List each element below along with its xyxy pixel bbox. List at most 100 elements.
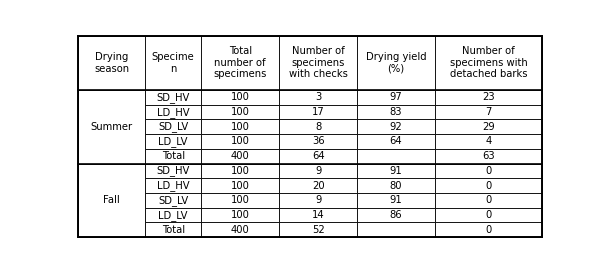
Text: 92: 92 [390, 122, 402, 132]
Bar [145, 178, 201, 193]
Bar [279, 164, 357, 178]
Bar [435, 208, 542, 222]
Bar [201, 119, 279, 134]
Bar [145, 149, 201, 164]
Text: SD_HV: SD_HV [157, 166, 190, 176]
Bar [145, 105, 201, 119]
Bar [435, 222, 542, 237]
Text: 97: 97 [390, 92, 402, 102]
Text: 63: 63 [482, 151, 495, 161]
Text: 0: 0 [485, 166, 492, 176]
Bar [145, 222, 201, 237]
Bar [201, 105, 279, 119]
Text: 100: 100 [231, 137, 250, 147]
Bar [435, 105, 542, 119]
Text: 400: 400 [231, 151, 250, 161]
Text: Number of
specimens with
detached barks: Number of specimens with detached barks [450, 46, 528, 79]
Bar [78, 178, 145, 193]
Bar [279, 134, 357, 149]
Bar [357, 149, 435, 164]
Bar [201, 164, 279, 178]
Text: 0: 0 [485, 225, 492, 235]
Bar [435, 178, 542, 193]
Bar [201, 193, 279, 208]
Bar [201, 149, 279, 164]
Bar [435, 134, 542, 149]
Text: 14: 14 [312, 210, 324, 220]
Bar [78, 164, 145, 237]
Text: Specime
n: Specime n [152, 52, 195, 73]
Text: 100: 100 [231, 195, 250, 205]
Text: 86: 86 [390, 210, 402, 220]
Bar [145, 164, 201, 178]
Text: Number of
specimens
with checks: Number of specimens with checks [289, 46, 347, 79]
Bar [279, 90, 357, 105]
Bar [145, 134, 201, 149]
Bar [145, 90, 201, 105]
Text: Total: Total [162, 151, 185, 161]
Bar [279, 149, 357, 164]
Text: 100: 100 [231, 92, 250, 102]
Bar [201, 90, 279, 105]
Bar [78, 149, 145, 164]
Bar [435, 36, 542, 90]
Bar [78, 105, 145, 119]
Text: LD_HV: LD_HV [157, 107, 189, 117]
Bar [357, 105, 435, 119]
Text: 8: 8 [315, 122, 321, 132]
Bar [357, 178, 435, 193]
Text: 29: 29 [482, 122, 495, 132]
Text: 80: 80 [390, 181, 402, 191]
Bar [435, 164, 542, 178]
Text: 52: 52 [312, 225, 324, 235]
Bar [279, 119, 357, 134]
Bar [357, 222, 435, 237]
Bar [201, 134, 279, 149]
Text: 23: 23 [482, 92, 495, 102]
Text: 91: 91 [390, 195, 402, 205]
Bar [279, 178, 357, 193]
Text: 7: 7 [485, 107, 492, 117]
Bar [357, 36, 435, 90]
Text: 100: 100 [231, 122, 250, 132]
Bar [435, 119, 542, 134]
Bar [145, 208, 201, 222]
Text: SD_HV: SD_HV [157, 92, 190, 103]
Bar [357, 134, 435, 149]
Text: Total
number of
specimens: Total number of specimens [214, 46, 267, 79]
Text: 9: 9 [315, 166, 321, 176]
Text: Total: Total [162, 225, 185, 235]
Text: 400: 400 [231, 225, 250, 235]
Bar [279, 193, 357, 208]
Text: 100: 100 [231, 166, 250, 176]
Text: LD_LV: LD_LV [159, 210, 188, 221]
Bar [435, 193, 542, 208]
Text: 0: 0 [485, 195, 492, 205]
Bar [78, 134, 145, 149]
Text: 83: 83 [390, 107, 402, 117]
Bar [357, 90, 435, 105]
Text: 100: 100 [231, 210, 250, 220]
Bar [78, 119, 145, 134]
Text: 64: 64 [390, 137, 402, 147]
Text: SD_LV: SD_LV [158, 195, 188, 206]
Text: 36: 36 [312, 137, 324, 147]
Text: Drying
season: Drying season [94, 52, 129, 73]
Bar [201, 222, 279, 237]
Bar [201, 208, 279, 222]
Text: SD_LV: SD_LV [158, 121, 188, 132]
Bar [279, 36, 357, 90]
Bar [435, 90, 542, 105]
Text: 64: 64 [312, 151, 324, 161]
Bar [78, 36, 145, 90]
Bar [435, 149, 542, 164]
Bar [78, 208, 145, 222]
Text: LD_LV: LD_LV [159, 136, 188, 147]
Text: 91: 91 [390, 166, 402, 176]
Text: 100: 100 [231, 107, 250, 117]
Text: 17: 17 [312, 107, 324, 117]
Bar [78, 90, 145, 164]
Text: LD_HV: LD_HV [157, 180, 189, 191]
Bar [279, 105, 357, 119]
Bar [201, 178, 279, 193]
